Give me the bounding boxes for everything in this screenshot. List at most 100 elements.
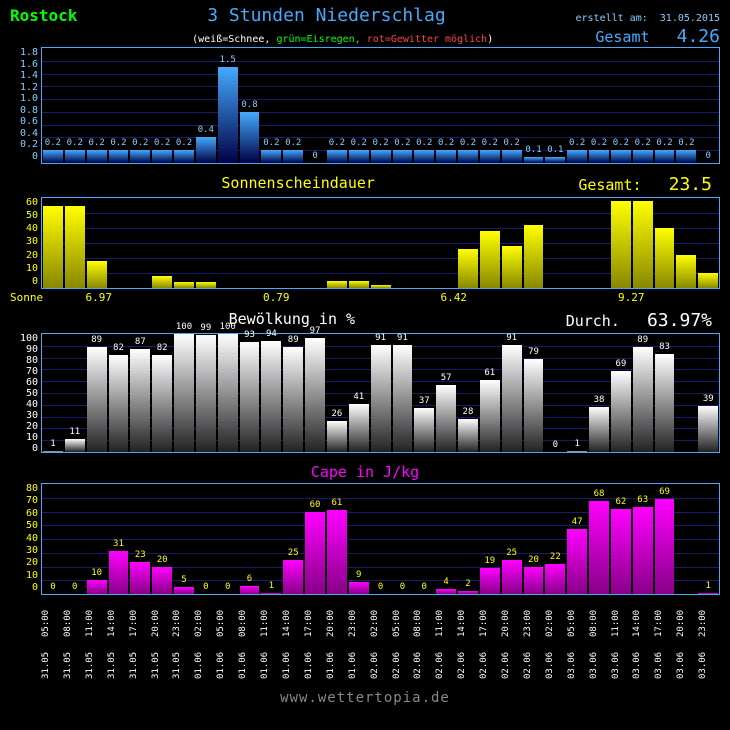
bar: 0.2	[480, 150, 500, 163]
bar: 25	[283, 560, 303, 594]
cape-title: Cape in J/kg	[311, 463, 419, 481]
sun-yaxis: 6050403020100	[10, 197, 41, 287]
header: Rostock 3 Stunden Niederschlag erstellt …	[10, 5, 720, 26]
precip-yaxis: 1.81.61.41.21.00.80.60.40.20	[10, 47, 41, 162]
bar: 87	[130, 349, 150, 452]
sun-title: Sonnenscheindauer	[221, 174, 375, 195]
bar	[502, 246, 522, 288]
sun-day-totals: Sonne 6.97 0.79 6.42 9.27	[41, 291, 720, 304]
bar: 20	[152, 567, 172, 595]
bar	[65, 206, 85, 289]
bar: 26	[327, 421, 347, 452]
cape-chart: 80706050403020100 0010312320500612560619…	[10, 483, 720, 595]
bar: 22	[545, 564, 565, 594]
bar: 19	[480, 568, 500, 594]
bar: 69	[655, 499, 675, 594]
bar: 38	[589, 407, 609, 452]
bar	[698, 273, 718, 288]
bar: 23	[130, 562, 150, 594]
bar: 91	[502, 345, 522, 452]
bar: 0.2	[87, 150, 107, 163]
bar: 1.5	[218, 67, 238, 163]
bar: 68	[589, 501, 609, 595]
precip-plot: 0.20.20.20.20.20.20.20.41.50.80.20.200.2…	[41, 47, 720, 164]
bar: 0.1	[545, 157, 565, 163]
bar: 0.2	[633, 150, 653, 163]
bar: 31	[109, 551, 129, 594]
bar: 25	[502, 560, 522, 594]
bar: 39	[698, 406, 718, 452]
bar	[327, 281, 347, 289]
bar: 2	[458, 591, 478, 594]
bar	[371, 285, 391, 288]
bar: 82	[109, 355, 129, 452]
xaxis-dates: 31.0531.0531.0531.0531.0531.0531.0501.06…	[41, 645, 720, 685]
bar: 100	[174, 334, 194, 452]
bar: 1	[43, 451, 63, 452]
cloud-plot: 1118982878210099100939489972641919137572…	[41, 333, 720, 453]
bar	[87, 261, 107, 288]
bar: 0.2	[611, 150, 631, 163]
bar: 89	[633, 347, 653, 452]
bar	[152, 276, 172, 288]
bar: 0.2	[393, 150, 413, 163]
bar: 97	[305, 338, 325, 452]
bar: 1	[567, 451, 587, 452]
bar: 0.2	[458, 150, 478, 163]
bar	[676, 255, 696, 288]
bar: 0.2	[109, 150, 129, 163]
bar: 99	[196, 335, 216, 452]
bar	[655, 228, 675, 288]
bar: 4	[436, 589, 456, 595]
bar: 0.2	[567, 150, 587, 163]
bar: 0.2	[43, 150, 63, 163]
footer-url: www.wettertopia.de	[10, 690, 720, 706]
bar	[43, 206, 63, 289]
created-info: erstellt am: 31.05.2015	[575, 13, 720, 24]
bar: 1	[261, 593, 281, 594]
bar: 0.2	[174, 150, 194, 163]
cloud-header: Bewölkung in % Durch. 63.97%	[10, 308, 720, 333]
sun-chart: 6050403020100	[10, 197, 720, 289]
bar: 89	[87, 347, 107, 452]
bar	[524, 225, 544, 288]
bar	[196, 282, 216, 288]
bar	[633, 201, 653, 288]
bar: 0.2	[589, 150, 609, 163]
bar: 47	[567, 529, 587, 594]
bar: 63	[633, 507, 653, 594]
xaxis-times: 05:0008:0011:0014:0017:0020:0023:0002:00…	[41, 603, 720, 643]
bar: 91	[371, 345, 391, 452]
bar: 37	[414, 408, 434, 452]
bar: 62	[611, 509, 631, 594]
bar: 69	[611, 371, 631, 452]
bar: 0.4	[196, 137, 216, 163]
bar: 0.2	[152, 150, 172, 163]
bar: 0.2	[371, 150, 391, 163]
bar: 0.2	[327, 150, 347, 163]
bar: 60	[305, 512, 325, 595]
bar: 94	[261, 341, 281, 452]
bar	[174, 282, 194, 288]
bar: 91	[393, 345, 413, 452]
bar: 0.2	[502, 150, 522, 163]
bar: 10	[87, 580, 107, 594]
cape-plot: 0010312320500612560619000421925202247686…	[41, 483, 720, 595]
bar: 0.2	[65, 150, 85, 163]
bar: 5	[174, 587, 194, 594]
bar: 61	[480, 380, 500, 452]
bar: 79	[524, 359, 544, 452]
weather-dashboard: Rostock 3 Stunden Niederschlag erstellt …	[0, 0, 730, 711]
bar: 100	[218, 334, 238, 452]
main-title: 3 Stunden Niederschlag	[207, 5, 445, 26]
cape-header: Cape in J/kg	[10, 461, 720, 483]
location-label: Rostock	[10, 6, 77, 25]
bar	[480, 231, 500, 288]
bar	[349, 281, 369, 289]
bar: 20	[524, 567, 544, 595]
bar: 82	[152, 355, 172, 452]
bar: 83	[655, 354, 675, 452]
bar: 89	[283, 347, 303, 452]
bar: 41	[349, 404, 369, 452]
precip-chart: 1.81.61.41.21.00.80.60.40.20 0.20.20.20.…	[10, 47, 720, 164]
